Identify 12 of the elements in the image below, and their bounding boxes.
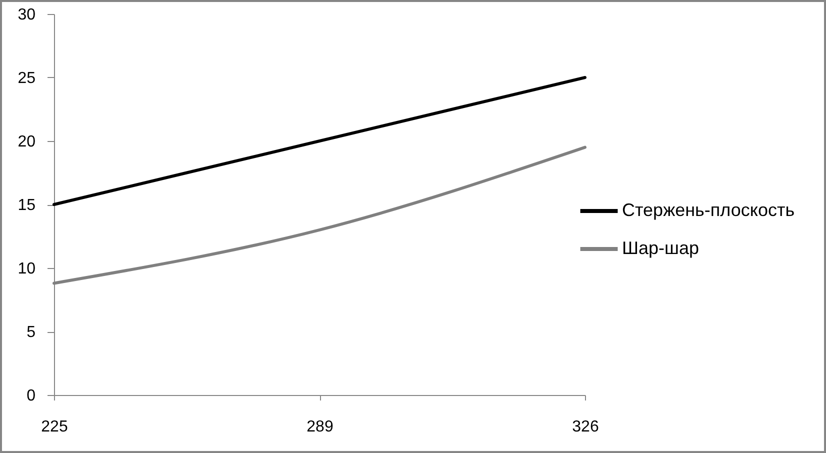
- y-tick-label: 15: [18, 197, 36, 214]
- y-tick-label: 0: [26, 388, 36, 404]
- y-tick-label: 30: [18, 6, 36, 24]
- x-tick-label: 289: [306, 418, 334, 436]
- y-tick-label: 5: [26, 324, 36, 341]
- y-tick-label: 25: [18, 70, 36, 87]
- legend-label: Стержень-плоскость: [622, 200, 795, 220]
- legend-label: Шар-шар: [622, 238, 699, 258]
- x-tick-label: 326: [572, 418, 599, 436]
- y-tick-label: 10: [18, 260, 36, 278]
- y-tick-label: 20: [18, 134, 36, 150]
- x-tick-label: 225: [41, 418, 68, 436]
